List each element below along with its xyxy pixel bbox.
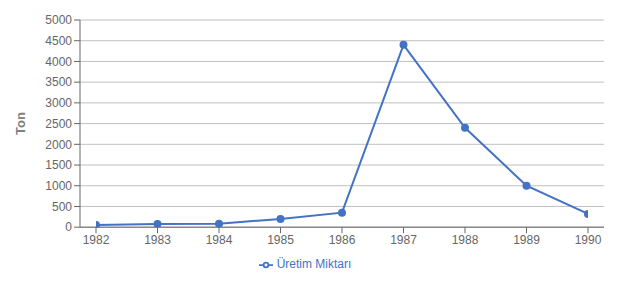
svg-text:2500: 2500	[45, 117, 72, 131]
svg-text:5000: 5000	[45, 13, 72, 27]
svg-text:4000: 4000	[45, 55, 72, 69]
svg-text:1000: 1000	[45, 179, 72, 193]
svg-text:1989: 1989	[513, 233, 540, 247]
svg-text:1985: 1985	[267, 233, 294, 247]
svg-text:1500: 1500	[45, 158, 72, 172]
svg-text:1986: 1986	[329, 233, 356, 247]
svg-text:1990: 1990	[575, 233, 602, 247]
svg-text:1983: 1983	[144, 233, 171, 247]
svg-text:1982: 1982	[83, 233, 110, 247]
svg-text:1984: 1984	[206, 233, 233, 247]
svg-text:500: 500	[52, 200, 72, 214]
svg-text:4500: 4500	[45, 34, 72, 48]
svg-text:3000: 3000	[45, 96, 72, 110]
svg-text:3500: 3500	[45, 75, 72, 89]
svg-text:1987: 1987	[390, 233, 417, 247]
html-text:Üretim Miktarı: Üretim Miktarı	[276, 257, 352, 272]
svg-text:Ton: Ton	[13, 112, 28, 135]
svg-text:2000: 2000	[45, 138, 72, 152]
svg-text:0: 0	[65, 220, 72, 234]
svg-text:1988: 1988	[452, 233, 479, 247]
